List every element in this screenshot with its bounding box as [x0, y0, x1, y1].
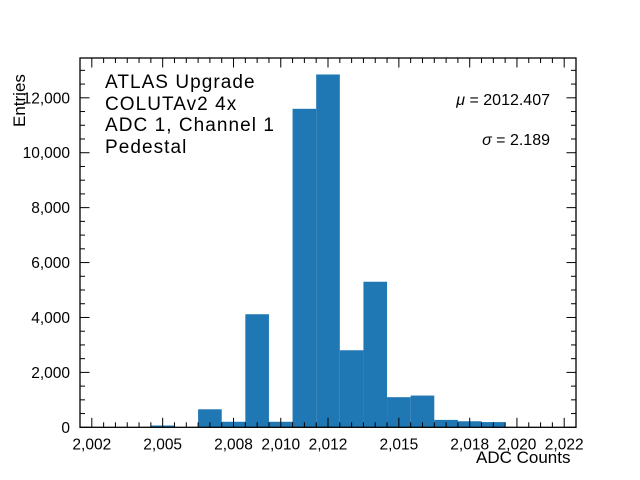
- svg-text:6,000: 6,000: [31, 255, 70, 272]
- svg-text:2,000: 2,000: [31, 365, 70, 382]
- svg-text:8,000: 8,000: [31, 200, 70, 217]
- svg-text:10,000: 10,000: [23, 145, 71, 162]
- svg-text:2,005: 2,005: [143, 436, 182, 453]
- svg-text:2,002: 2,002: [72, 436, 111, 453]
- svg-text:4,000: 4,000: [31, 310, 70, 327]
- svg-text:2,012: 2,012: [309, 436, 348, 453]
- svg-text:2,010: 2,010: [261, 436, 300, 453]
- svg-text:2,015: 2,015: [379, 436, 418, 453]
- svg-text:2,008: 2,008: [214, 436, 253, 453]
- svg-text:0: 0: [61, 420, 70, 437]
